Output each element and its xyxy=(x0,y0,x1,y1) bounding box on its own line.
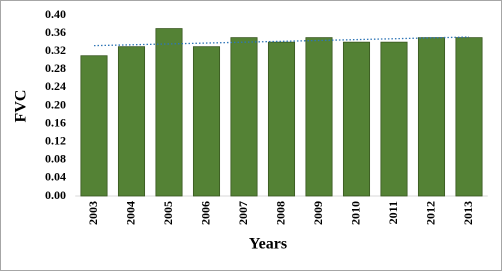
bar xyxy=(267,41,296,197)
bar xyxy=(192,46,221,197)
bar xyxy=(380,41,408,197)
trendline xyxy=(93,36,470,47)
x-tick-label: 2012 xyxy=(423,201,437,225)
x-tick-label: 2003 xyxy=(86,201,100,225)
y-tick-label: 0.24 xyxy=(45,79,66,93)
x-tick-label: 2007 xyxy=(236,201,250,225)
y-tick-label: 0.08 xyxy=(45,152,66,166)
bar xyxy=(155,28,183,197)
x-tick-label: 2004 xyxy=(123,201,137,225)
x-tick-label: 2006 xyxy=(198,201,212,225)
bar xyxy=(455,37,483,197)
y-tick-label: 0.40 xyxy=(45,7,66,21)
bar xyxy=(305,37,333,197)
y-tick-label: 0.00 xyxy=(45,188,66,202)
y-tick-label: 0.32 xyxy=(45,43,66,57)
x-tick-label: 2008 xyxy=(273,201,287,225)
y-axis-label: FVC xyxy=(13,90,30,123)
x-tick-label: 2005 xyxy=(161,201,175,225)
y-tick-label: 0.16 xyxy=(45,115,66,129)
bar xyxy=(417,37,446,197)
y-tick-label: 0.12 xyxy=(45,133,66,147)
y-tick-label: 0.28 xyxy=(45,61,66,75)
x-tick-label: 2011 xyxy=(386,201,400,224)
bar xyxy=(80,55,108,197)
bar xyxy=(230,37,258,197)
x-tick-label: 2009 xyxy=(311,201,325,225)
bar xyxy=(342,41,371,197)
y-tick-label: 0.04 xyxy=(45,170,66,184)
x-tick-label: 2013 xyxy=(461,201,475,225)
bar xyxy=(117,46,146,197)
y-tick-label: 0.36 xyxy=(45,25,66,39)
x-tick-label: 2010 xyxy=(348,201,362,225)
y-tick-label: 0.20 xyxy=(45,97,66,111)
x-axis-label: Years xyxy=(249,236,287,253)
